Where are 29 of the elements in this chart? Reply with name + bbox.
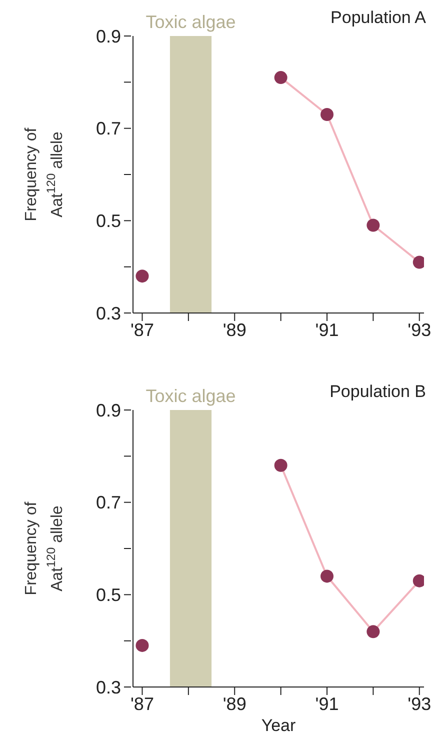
point [136, 270, 149, 283]
x-tick-label: '89 [222, 694, 246, 714]
y-tick-label: 0.3 [96, 303, 121, 324]
band-label: Toxic algae [146, 12, 236, 32]
y-tick-label: 0.5 [96, 210, 121, 231]
y-tick-label: 0.5 [96, 584, 121, 605]
y-tick-label: 0.9 [96, 400, 121, 420]
y-tick-label: 0.7 [96, 492, 121, 513]
point [366, 625, 380, 638]
x-tick-label: '91 [315, 694, 339, 714]
point [320, 108, 334, 121]
x-tick-label: '91 [315, 320, 339, 340]
point [366, 218, 380, 232]
x-tick-label: '89 [222, 320, 246, 340]
point [136, 638, 149, 652]
y-tick-label: 0.7 [96, 118, 121, 139]
y-tick-label: 0.3 [96, 677, 121, 698]
x-axis-title: Year [261, 716, 296, 735]
point [320, 570, 334, 583]
x-tick-label: '93 [408, 694, 432, 714]
band-label: Toxic algae [146, 386, 236, 406]
chart-title: Population B [330, 382, 426, 402]
point [274, 458, 288, 472]
x-tick-label: '87 [130, 694, 154, 714]
x-tick-label: '87 [130, 320, 154, 340]
chart-title: Population A [330, 8, 426, 28]
point [274, 71, 288, 84]
x-tick-label: '93 [408, 320, 432, 340]
y-tick-label: 0.9 [96, 26, 121, 46]
